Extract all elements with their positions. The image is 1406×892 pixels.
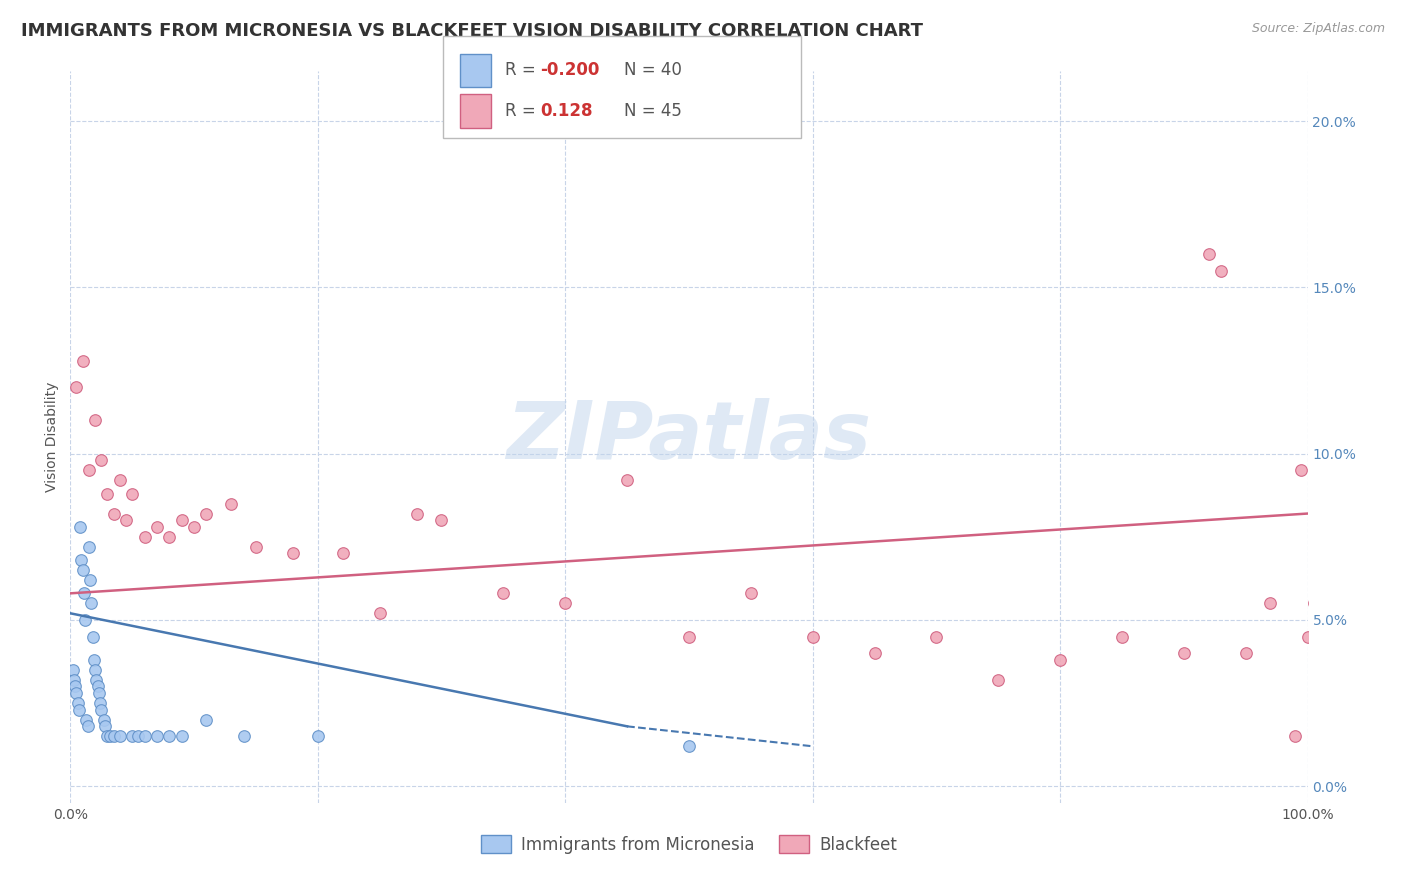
Point: [195, 507, 218, 521]
Point: [678, 739, 700, 754]
Point: [65, 680, 87, 694]
Point: [127, 729, 149, 743]
Text: N = 45: N = 45: [624, 102, 682, 120]
Text: 0.128: 0.128: [540, 102, 592, 120]
Point: [134, 530, 156, 544]
Point: [1260, 596, 1282, 610]
Point: [157, 530, 180, 544]
Point: [65, 380, 87, 394]
Point: [1209, 264, 1232, 278]
Point: [1173, 646, 1195, 660]
Point: [96, 486, 118, 500]
Point: [678, 630, 700, 644]
Point: [115, 513, 138, 527]
Text: R =: R =: [505, 62, 541, 79]
Point: [183, 520, 205, 534]
Point: [77, 463, 100, 477]
Point: [76, 719, 98, 733]
Point: [863, 646, 886, 660]
Point: [740, 586, 762, 600]
Point: [84, 673, 107, 687]
Point: [80, 596, 103, 610]
Point: [75, 713, 97, 727]
Point: [1309, 729, 1331, 743]
Point: [801, 630, 824, 644]
Point: [195, 713, 218, 727]
Point: [430, 513, 453, 527]
Point: [987, 673, 1010, 687]
Point: [84, 413, 107, 427]
Point: [1111, 630, 1133, 644]
Point: [63, 673, 86, 687]
Point: [93, 713, 115, 727]
Point: [170, 729, 193, 743]
Point: [75, 613, 97, 627]
Point: [98, 729, 121, 743]
Point: [72, 563, 94, 577]
Point: [146, 729, 169, 743]
Point: [219, 497, 242, 511]
Point: [1296, 630, 1319, 644]
Text: N = 40: N = 40: [624, 62, 682, 79]
Point: [84, 663, 107, 677]
Point: [1198, 247, 1220, 261]
Point: [94, 719, 117, 733]
Point: [90, 703, 112, 717]
Point: [121, 729, 143, 743]
Point: [73, 586, 96, 600]
Point: [170, 513, 193, 527]
Point: [72, 353, 94, 368]
Point: [66, 696, 89, 710]
Point: [83, 653, 105, 667]
Point: [70, 553, 93, 567]
Point: [121, 486, 143, 500]
Point: [96, 729, 118, 743]
Point: [82, 630, 104, 644]
Text: IMMIGRANTS FROM MICRONESIA VS BLACKFEET VISION DISABILITY CORRELATION CHART: IMMIGRANTS FROM MICRONESIA VS BLACKFEET …: [21, 22, 924, 40]
Point: [69, 520, 91, 534]
Point: [157, 729, 180, 743]
Legend: Immigrants from Micronesia, Blackfeet: Immigrants from Micronesia, Blackfeet: [474, 829, 904, 860]
Point: [103, 729, 125, 743]
Point: [108, 473, 131, 487]
Point: [1302, 596, 1324, 610]
Point: [134, 729, 156, 743]
Point: [245, 540, 267, 554]
Text: Source: ZipAtlas.com: Source: ZipAtlas.com: [1251, 22, 1385, 36]
Point: [77, 540, 100, 554]
Point: [90, 453, 112, 467]
Point: [146, 520, 169, 534]
Point: [1234, 646, 1257, 660]
Point: [89, 696, 111, 710]
Text: ZIPatlas: ZIPatlas: [506, 398, 872, 476]
Point: [554, 596, 576, 610]
Point: [492, 586, 515, 600]
Point: [405, 507, 427, 521]
Point: [307, 729, 329, 743]
Point: [65, 686, 87, 700]
Point: [87, 686, 110, 700]
Point: [108, 729, 131, 743]
Text: -0.200: -0.200: [540, 62, 599, 79]
Point: [1284, 729, 1306, 743]
Point: [62, 663, 84, 677]
Point: [368, 607, 391, 621]
Point: [616, 473, 638, 487]
Point: [79, 573, 101, 587]
Point: [1049, 653, 1071, 667]
Text: R =: R =: [505, 102, 541, 120]
Point: [332, 546, 354, 560]
Point: [281, 546, 304, 560]
Point: [1315, 463, 1337, 477]
Point: [86, 680, 108, 694]
Point: [232, 729, 254, 743]
Point: [67, 703, 90, 717]
Point: [925, 630, 948, 644]
Point: [103, 507, 125, 521]
Point: [1291, 463, 1313, 477]
Y-axis label: Vision Disability: Vision Disability: [45, 382, 59, 492]
